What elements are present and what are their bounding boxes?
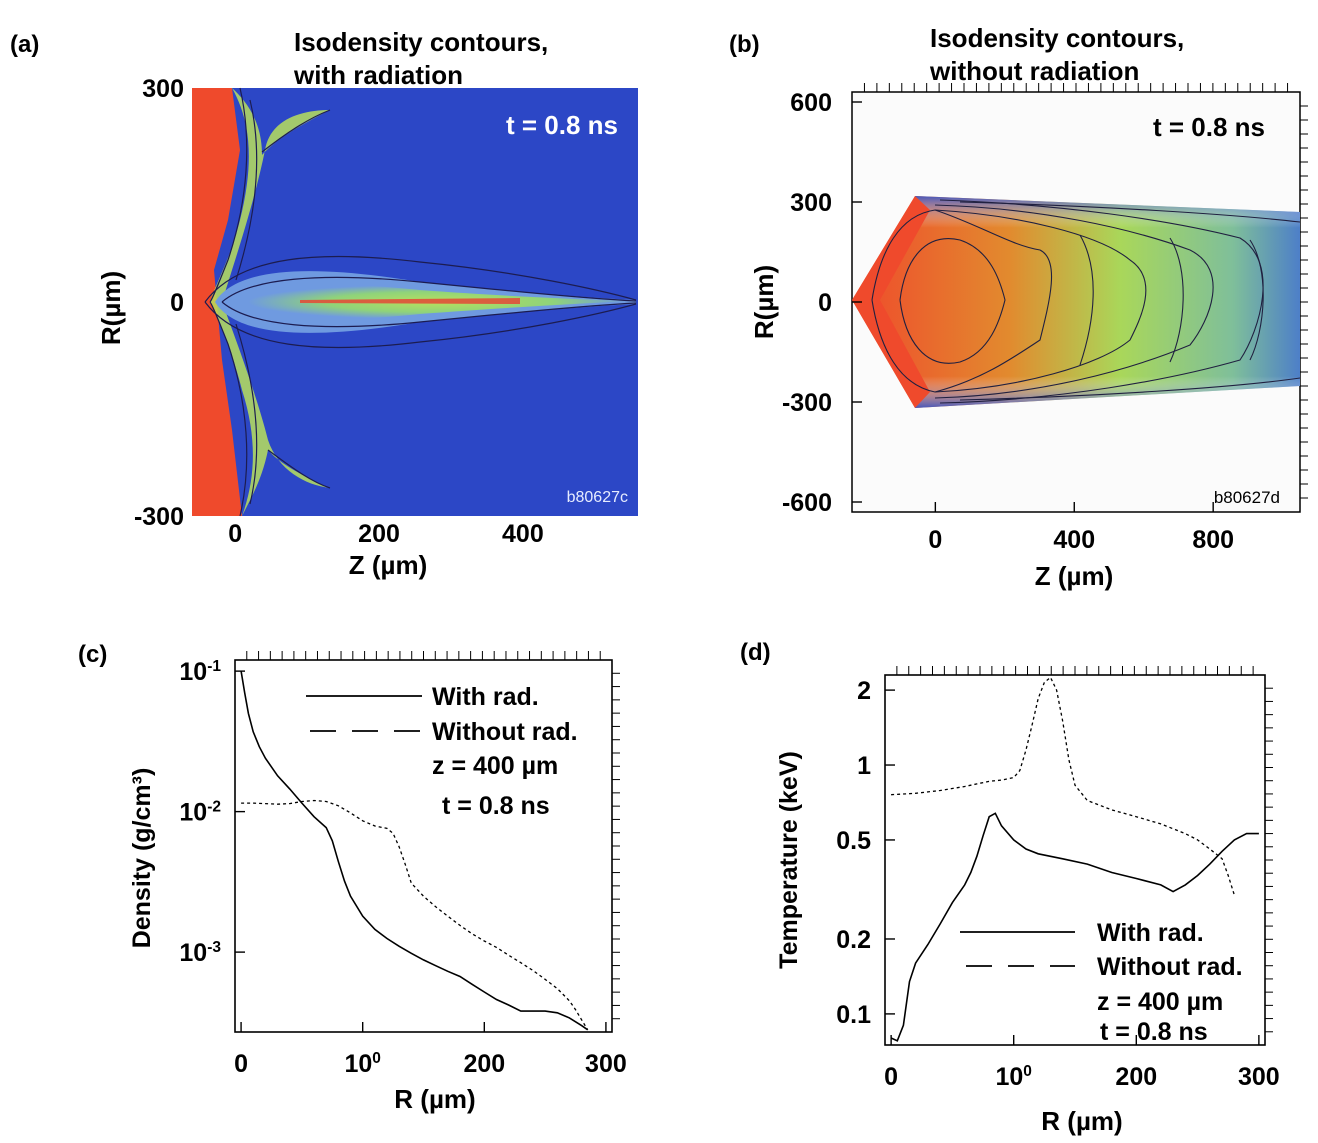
panel-d-series-with-rad [890,812,1259,1042]
panel-b-xlabel: Z (µm) [1035,561,1114,591]
panel-b-contours [871,199,1300,404]
panel-a-ytick-label: -300 [134,503,184,531]
panel-b-time-label: t = 0.8 ns [1153,112,1265,142]
panel-c-xtick-label: 100 [344,1050,380,1078]
panel-a-ytick-label: 0 [170,289,184,317]
panel-b-xtick-label: 800 [1192,526,1234,554]
panel-a-xtick-label: 400 [502,520,544,548]
panel-a-lower-edge [210,302,330,516]
panel-c: (c) 0 100 200 300 10-1 10-2 10-3 With rad. Wit… [78,641,627,1114]
panel-d-xtick-label: 100 [995,1063,1031,1091]
panel-c-annotation-z: z = 400 µm [432,752,558,780]
panel-c-ylabel: Density (g/cm³) [128,768,156,949]
panel-d-ylabel: Temperature (keV) [775,751,803,969]
panel-a-title-line2: with radiation [293,60,463,90]
panel-d-legend-with-rad: With rad. [1097,919,1204,947]
panel-a-upper-edge [210,88,330,302]
panel-d-xtick-label: 200 [1115,1063,1157,1091]
panel-d: (d) 0 100 200 300 2 1 0.5 0.2 0.1 With rad. With… [740,639,1280,1136]
panel-b: (b) Isodensity contours, without radiati… [729,23,1308,591]
panel-d-label: (d) [740,639,771,666]
panel-b-ytick-label: -600 [782,489,832,517]
panel-d-ytick-label: 0.5 [836,827,871,855]
panel-b-axes: 0 400 800 600 300 0 -300 -600 [782,83,1308,554]
panel-c-annotation-t: t = 0.8 ns [442,792,550,820]
panel-d-ytick-label: 1 [857,752,871,780]
panel-d-xlabel: R (µm) [1041,1106,1122,1136]
panel-c-legend-without-rad: Without rad. [432,718,578,746]
panel-d-xtick-label: 300 [1238,1063,1280,1091]
panel-a: (a) Isodensity contours, with radiation … [10,27,638,580]
panel-d-annotation-t: t = 0.8 ns [1100,1018,1208,1046]
panel-a-xtick-label: 200 [358,520,400,548]
panel-b-plume-group [852,196,1300,408]
panel-a-time-label: t = 0.8 ns [506,110,618,140]
panel-c-ytick-label: 10-3 [179,939,221,967]
panel-a-jet-hot [300,298,520,304]
panel-c-ytick-label: 10-1 [179,658,221,686]
panel-b-xtick-label: 0 [928,526,942,554]
panel-c-series-without-rad [241,799,589,1031]
panel-a-title-line1: Isodensity contours, [294,27,548,57]
panel-b-target-tip [852,196,930,408]
panel-c-xtick-label: 300 [585,1050,627,1078]
panel-c-xtick-label: 200 [463,1050,505,1078]
panel-a-ytick-label: 300 [142,75,184,103]
panel-a-figure-id: b80627c [567,489,628,506]
panel-d-axes: 0 100 200 300 2 1 0.5 0.2 0.1 [836,666,1280,1091]
panel-b-ytick-label: 300 [790,189,832,217]
panel-c-label: (c) [78,641,107,668]
panel-b-title-line2: without radiation [929,56,1139,86]
panel-c-plot-frame [234,659,613,1033]
panel-b-ylabel: R(µm) [749,265,779,339]
panel-a-ylabel: R(µm) [96,271,126,345]
panel-b-ytick-label: -300 [782,389,832,417]
panel-a-contours [204,87,637,517]
panel-c-ytick-label: 10-2 [179,799,221,827]
panel-d-plot-frame [884,674,1266,1046]
panel-d-ytick-label: 0.1 [836,1001,871,1029]
panel-d-ytick-label: 2 [857,677,871,705]
panel-d-xtick-label: 0 [884,1063,898,1091]
panel-b-label: (b) [729,31,760,58]
panel-c-xlabel: R (µm) [394,1084,475,1114]
panel-a-axes: 0 200 400 300 0 -300 [134,75,544,548]
panel-d-annotation-z: z = 400 µm [1097,988,1223,1016]
panel-a-xlabel: Z (µm) [349,550,428,580]
panel-d-legend-without-rad: Without rad. [1097,953,1243,981]
panel-b-plume-edges [915,196,1300,408]
panel-b-figure-id: b80627d [1214,488,1280,507]
panel-a-label: (a) [10,31,39,58]
panel-c-series-with-rad [240,670,589,1031]
panel-d-ytick-label: 0.2 [836,926,871,954]
panel-b-xtick-label: 400 [1053,526,1095,554]
panel-b-title-line1: Isodensity contours, [930,23,1184,53]
panel-c-legend-with-rad: With rad. [432,683,539,711]
panel-b-ytick-label: 0 [818,289,832,317]
panel-c-xtick-label: 0 [234,1050,248,1078]
panel-b-ytick-label: 600 [790,89,832,117]
panel-a-target [192,88,242,516]
panel-a-xtick-label: 0 [228,520,242,548]
panel-d-series-without-rad [891,676,1236,896]
